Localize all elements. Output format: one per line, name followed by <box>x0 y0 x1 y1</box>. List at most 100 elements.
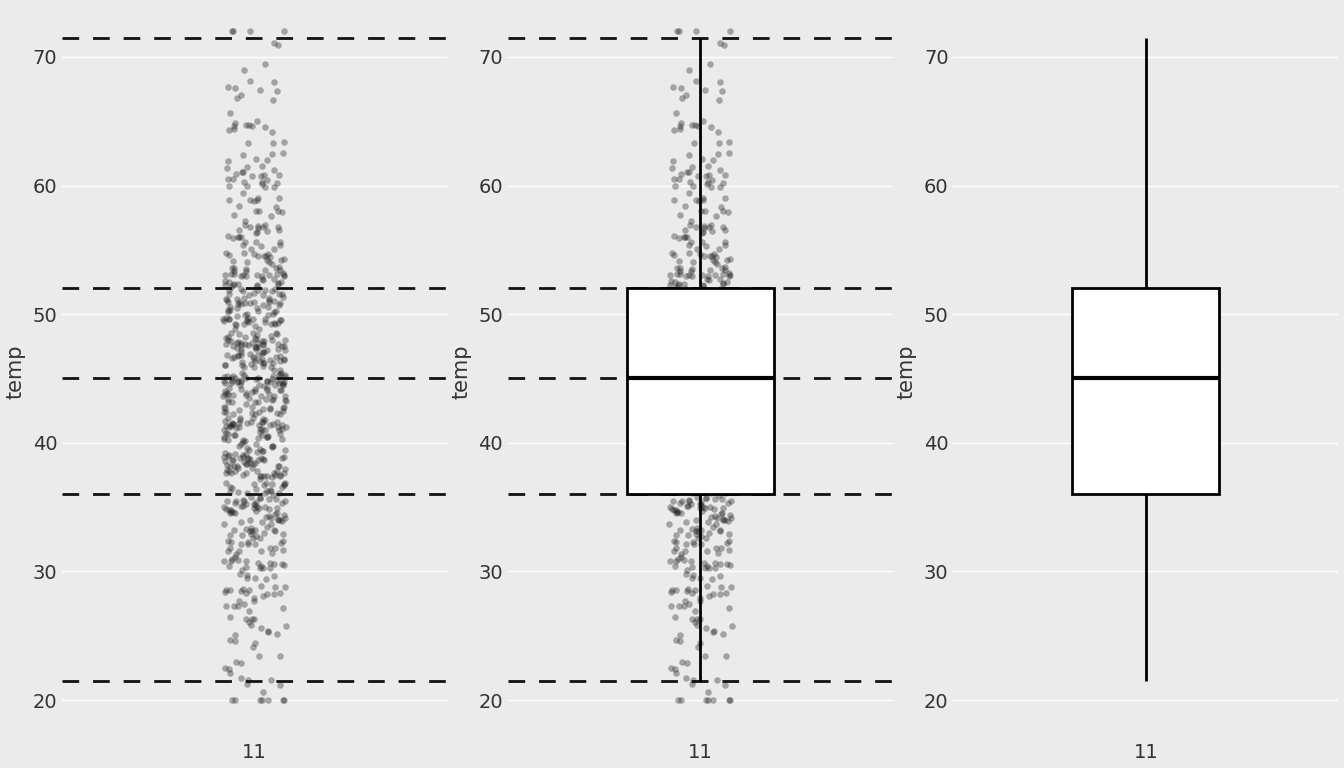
Point <box>219 313 241 325</box>
Point <box>228 404 250 416</box>
Point <box>220 454 242 466</box>
Point <box>715 470 737 482</box>
Point <box>267 278 289 290</box>
Point <box>685 357 707 369</box>
Point <box>681 677 703 690</box>
Point <box>707 258 728 270</box>
Point <box>714 337 735 349</box>
Point <box>269 383 290 396</box>
Point <box>680 309 702 321</box>
Point <box>681 119 703 131</box>
Point <box>258 256 280 268</box>
Point <box>676 657 698 669</box>
Point <box>667 396 688 408</box>
Point <box>237 538 258 550</box>
Point <box>271 376 293 389</box>
Point <box>688 531 710 544</box>
Point <box>251 270 273 283</box>
Point <box>669 120 691 132</box>
Point <box>223 524 245 536</box>
Point <box>668 408 689 420</box>
Point <box>676 343 698 356</box>
Point <box>212 371 234 383</box>
Point <box>688 313 710 325</box>
Point <box>270 384 292 396</box>
Point <box>699 264 720 276</box>
Point <box>228 439 250 452</box>
Point <box>230 231 251 243</box>
Point <box>212 390 234 402</box>
Point <box>703 344 724 356</box>
Point <box>695 621 716 634</box>
Point <box>659 501 680 513</box>
Point <box>689 592 711 604</box>
Point <box>714 486 735 498</box>
Point <box>712 514 734 526</box>
Point <box>719 353 741 366</box>
Point <box>253 470 274 482</box>
Point <box>249 419 270 432</box>
Point <box>235 466 257 478</box>
Point <box>703 588 724 600</box>
Point <box>223 232 245 244</box>
Point <box>720 444 742 456</box>
Point <box>245 355 266 367</box>
Point <box>706 403 727 415</box>
Point <box>681 487 703 499</box>
Point <box>685 194 707 206</box>
Point <box>706 251 727 263</box>
Point <box>689 355 711 367</box>
Point <box>249 204 270 217</box>
Point <box>718 515 739 528</box>
Point <box>245 332 266 344</box>
Point <box>671 167 692 180</box>
Bar <box>1073 289 1219 495</box>
Point <box>250 443 271 455</box>
Point <box>255 573 277 585</box>
Point <box>262 440 284 452</box>
Point <box>664 449 685 461</box>
Point <box>245 498 266 511</box>
Point <box>228 230 250 243</box>
Point <box>720 390 742 402</box>
Point <box>238 452 259 464</box>
Point <box>254 250 276 263</box>
Point <box>255 174 277 186</box>
Point <box>249 323 270 335</box>
Point <box>219 667 241 679</box>
Point <box>269 192 290 204</box>
Point <box>257 248 278 260</box>
Point <box>667 694 688 706</box>
Point <box>235 270 257 283</box>
Point <box>715 236 737 248</box>
Point <box>249 355 270 367</box>
Point <box>237 308 258 320</box>
Point <box>665 460 687 472</box>
Point <box>235 389 257 401</box>
Point <box>664 296 685 309</box>
Point <box>269 223 290 236</box>
Point <box>216 294 238 306</box>
Point <box>274 462 296 475</box>
Point <box>251 273 273 286</box>
Point <box>214 555 235 568</box>
Point <box>253 412 274 425</box>
Point <box>219 276 241 288</box>
Point <box>255 383 277 396</box>
Point <box>241 357 262 369</box>
Point <box>257 301 278 313</box>
Point <box>681 161 703 173</box>
Point <box>218 124 239 136</box>
Point <box>710 588 731 601</box>
Point <box>718 147 739 159</box>
Point <box>698 221 719 233</box>
Point <box>254 121 276 134</box>
Point <box>712 278 734 290</box>
Point <box>215 293 237 305</box>
Point <box>266 268 288 280</box>
Point <box>664 535 685 548</box>
Point <box>714 460 735 472</box>
Point <box>235 572 257 584</box>
Point <box>702 382 723 395</box>
Point <box>660 388 681 400</box>
